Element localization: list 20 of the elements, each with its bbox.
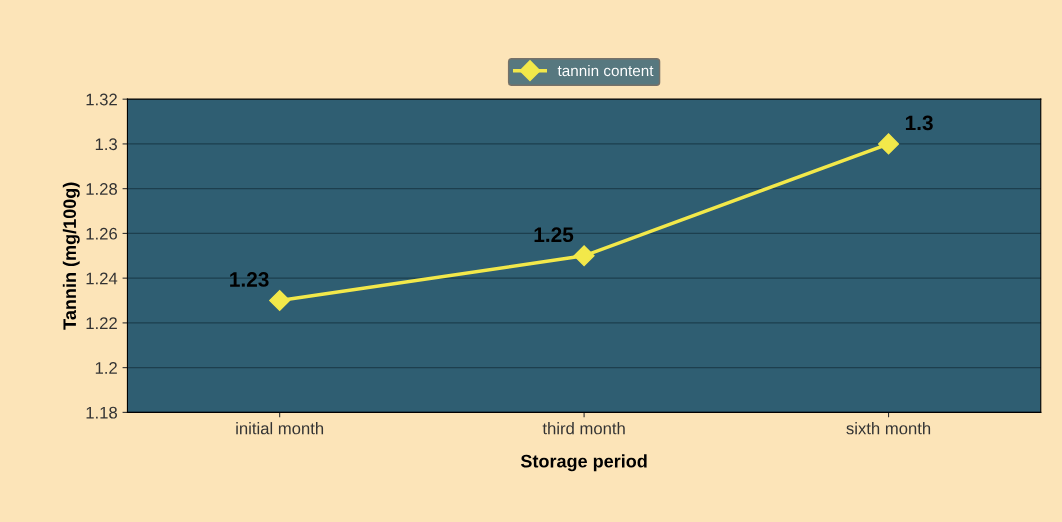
y-tick-label: 1.22 <box>86 317 117 329</box>
y-tick-label: 1.2 <box>95 362 117 374</box>
data-label: 1.25 <box>534 227 574 243</box>
x-tick-label: third month <box>542 422 625 435</box>
y-tick-label: 1.3 <box>95 138 117 151</box>
x-tick-label: sixth month <box>846 422 931 435</box>
y-axis-title: Tannin (mg/100g) <box>62 182 80 330</box>
y-tick-label: 1.18 <box>86 406 117 419</box>
point <box>573 245 595 267</box>
point <box>269 290 291 312</box>
data-label: 1.23 <box>230 272 269 287</box>
x-tick-label: initial month <box>236 422 324 435</box>
y-tick-label: 1.28 <box>86 183 117 195</box>
data-label: 1.3 <box>905 115 933 131</box>
y-tick-label: 1.32 <box>86 93 117 106</box>
y-tick-label: 1.24 <box>86 272 118 285</box>
y-tick-label: 1.26 <box>86 227 117 240</box>
legend-label: tannin content <box>557 64 654 77</box>
point <box>878 133 900 155</box>
x-axis-title: Storage period <box>520 454 647 472</box>
